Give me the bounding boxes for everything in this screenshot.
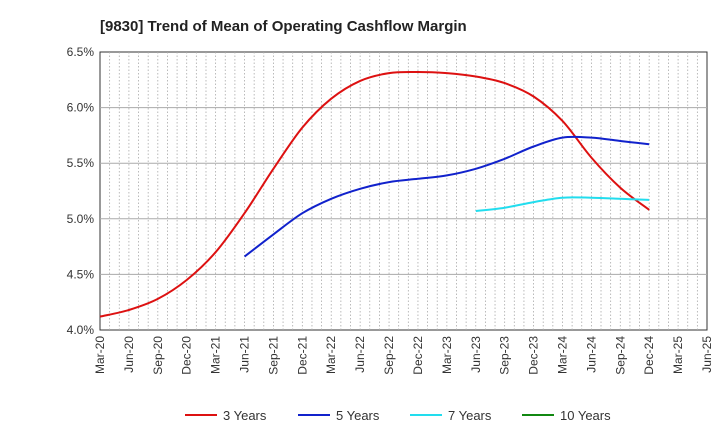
x-tick-label: Sep-22 bbox=[382, 336, 396, 375]
x-tick-label: Dec-20 bbox=[180, 336, 194, 375]
x-tick-label: Dec-23 bbox=[527, 336, 541, 375]
x-tick-label: Mar-20 bbox=[93, 336, 107, 374]
x-tick-label: Mar-21 bbox=[209, 336, 223, 374]
x-tick-label: Jun-22 bbox=[353, 336, 367, 373]
legend-label: 3 Years bbox=[223, 408, 267, 423]
x-tick-label: Sep-23 bbox=[498, 336, 512, 375]
x-tick-label: Mar-23 bbox=[440, 336, 454, 374]
x-tick-label: Dec-24 bbox=[642, 336, 656, 375]
y-tick-label: 6.5% bbox=[67, 45, 95, 59]
x-tick-label: Mar-25 bbox=[671, 336, 685, 374]
legend: 3 Years 5 Years 7 Years 10 Years bbox=[185, 408, 611, 423]
series-lines bbox=[99, 70, 650, 318]
x-tick-label: Jun-21 bbox=[238, 336, 252, 373]
series-line-3-years bbox=[99, 70, 650, 318]
y-axis: 4.0% 4.5% 5.0% 5.5% 6.0% 6.5% bbox=[67, 45, 95, 337]
plot-area bbox=[99, 51, 708, 331]
chart-title: [9830] Trend of Mean of Operating Cashfl… bbox=[100, 18, 467, 35]
legend-label: 5 Years bbox=[336, 408, 380, 423]
y-tick-label: 4.0% bbox=[67, 323, 95, 337]
x-tick-label: Jun-24 bbox=[584, 336, 598, 373]
x-tick-label: Jun-25 bbox=[700, 336, 714, 373]
y-tick-label: 6.0% bbox=[67, 101, 95, 115]
y-tick-label: 4.5% bbox=[67, 267, 95, 281]
legend-label: 7 Years bbox=[448, 408, 492, 423]
grid-lines bbox=[100, 52, 707, 330]
x-tick-label: Dec-22 bbox=[411, 336, 425, 375]
x-axis: Mar-20 Jun-20 Sep-20 Dec-20 Mar-21 Jun-21 Sep-… bbox=[93, 336, 714, 375]
series-line-7-years bbox=[475, 196, 650, 212]
legend-label: 10 Years bbox=[560, 408, 611, 423]
x-tick-label: Mar-24 bbox=[555, 336, 569, 374]
x-tick-label: Jun-23 bbox=[469, 336, 483, 373]
x-tick-label: Sep-20 bbox=[151, 336, 165, 375]
x-tick-label: Jun-20 bbox=[122, 336, 136, 373]
y-tick-label: 5.5% bbox=[67, 156, 95, 170]
x-tick-label: Sep-24 bbox=[613, 336, 627, 375]
x-tick-label: Sep-21 bbox=[266, 336, 280, 375]
x-tick-label: Dec-21 bbox=[295, 336, 309, 375]
x-tick-label: Mar-22 bbox=[324, 336, 338, 374]
y-tick-label: 5.0% bbox=[67, 212, 95, 226]
series-line-5-years bbox=[243, 135, 650, 258]
